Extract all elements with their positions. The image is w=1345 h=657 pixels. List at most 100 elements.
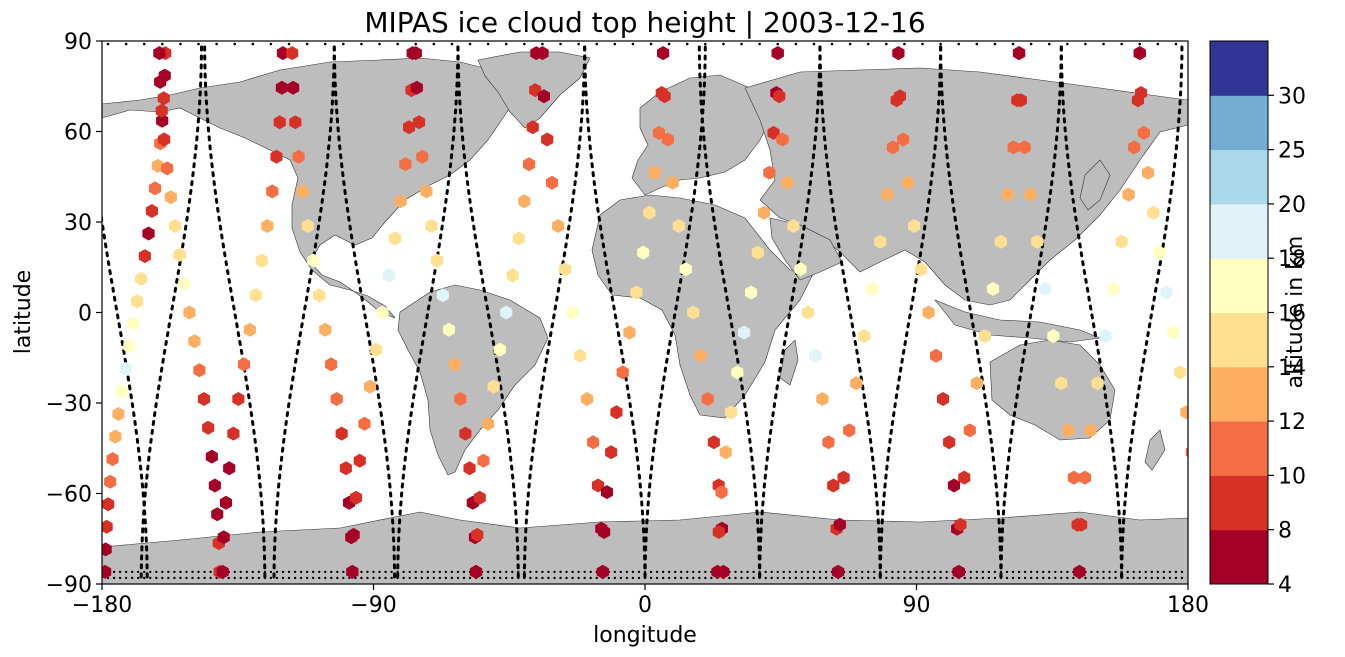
cloud-marker (1078, 470, 1091, 485)
cloud-marker (1133, 46, 1146, 61)
polar-dot (987, 570, 991, 574)
colorbar-segment (1210, 258, 1268, 313)
cloud-marker (1193, 525, 1205, 539)
polar-dot (535, 576, 538, 580)
polar-dot (263, 570, 267, 574)
cloud-marker (307, 253, 320, 268)
cloud-marker (151, 158, 164, 173)
cloud-marker (193, 363, 206, 378)
cloud-marker (707, 435, 720, 450)
polar-dot (667, 42, 671, 46)
cloud-marker (922, 305, 935, 320)
polar-dot (643, 570, 647, 574)
polar-dot (1132, 570, 1135, 574)
polar-dot (1048, 576, 1051, 580)
cloud-marker (410, 80, 423, 95)
polar-dot (227, 576, 230, 580)
polar-dot (933, 576, 936, 580)
polar-dot (794, 42, 798, 46)
cloud-marker (536, 46, 549, 61)
y-tick-label: −90 (46, 573, 92, 598)
polar-dot (167, 570, 170, 574)
polar-dot (764, 570, 767, 574)
colorbar-tick-label: 12 (1278, 410, 1306, 435)
cloud-marker (202, 420, 215, 435)
polar-dot (342, 42, 345, 46)
cloud-marker (1055, 376, 1068, 391)
cloud-marker (102, 497, 115, 512)
polar-dot (631, 42, 635, 46)
cloud-marker (771, 46, 784, 61)
cloud-marker (403, 120, 416, 135)
cloud-marker (188, 334, 201, 349)
cloud-marker (866, 281, 879, 296)
cloud-marker (893, 89, 906, 104)
polar-dot (438, 576, 442, 580)
polar-dot (649, 570, 653, 574)
polar-dot (523, 42, 526, 46)
cloud-marker (598, 525, 611, 539)
cloud-marker (301, 219, 314, 233)
polar-dot (722, 42, 725, 46)
polar-dot (149, 570, 152, 574)
polar-dot (921, 576, 924, 580)
orbit-track (939, 45, 1003, 580)
polar-dot (318, 570, 321, 574)
polar-dot (486, 42, 490, 46)
cloud-marker (459, 426, 472, 441)
polar-dot (607, 576, 610, 580)
polar-dot (1174, 576, 1178, 580)
cloud-marker (892, 46, 905, 61)
cloud-marker (350, 490, 363, 505)
orbit-track (697, 45, 762, 580)
cloud-marker (471, 527, 484, 542)
polar-dot (861, 570, 864, 574)
cloud-marker (596, 564, 609, 579)
polar-dot (933, 570, 936, 574)
polar-dot (589, 570, 592, 574)
polar-dot (251, 576, 255, 580)
polar-dot (927, 570, 930, 574)
polar-dot (740, 576, 743, 580)
cloud-marker (1142, 165, 1155, 180)
polar-dot (1156, 570, 1160, 574)
polar-dot (1126, 576, 1129, 580)
polar-dot (1168, 570, 1172, 574)
cloud-marker (537, 89, 550, 104)
polar-dot (939, 570, 942, 574)
cloud-marker (477, 453, 490, 468)
cloud-marker (217, 530, 230, 545)
polar-dot (1138, 576, 1141, 580)
cloud-marker (425, 219, 438, 233)
polar-dot (492, 576, 496, 580)
polar-dot (655, 570, 659, 574)
cloud-marker (809, 348, 822, 363)
cloud-marker (119, 361, 132, 376)
cloud-marker (363, 379, 377, 394)
polar-dot (758, 576, 761, 580)
polar-dot (396, 570, 399, 574)
polar-dot (1102, 576, 1105, 580)
colorbar-tick-label: 4 (1278, 573, 1292, 598)
orbit-track (1120, 45, 1184, 580)
polar-dot (197, 570, 200, 574)
polar-dot (137, 570, 140, 574)
polar-dot (185, 570, 188, 574)
polar-dot (378, 570, 381, 574)
colorbar-label: altitude in km (1283, 236, 1308, 389)
polar-dot (118, 576, 122, 580)
polar-dot (432, 42, 436, 46)
polar-dot (782, 576, 785, 580)
polar-dot (360, 42, 363, 46)
cloud-marker (430, 253, 443, 268)
polar-dot (643, 576, 647, 580)
colorbar-segment (1210, 475, 1268, 531)
polar-dot (1048, 570, 1051, 574)
polar-dot (179, 576, 182, 580)
cloud-marker (409, 46, 422, 61)
polar-dot (1060, 576, 1063, 580)
polar-dot (788, 576, 791, 580)
polar-dot (142, 42, 146, 46)
polar-dot (179, 570, 182, 574)
cloud-marker (978, 329, 991, 344)
